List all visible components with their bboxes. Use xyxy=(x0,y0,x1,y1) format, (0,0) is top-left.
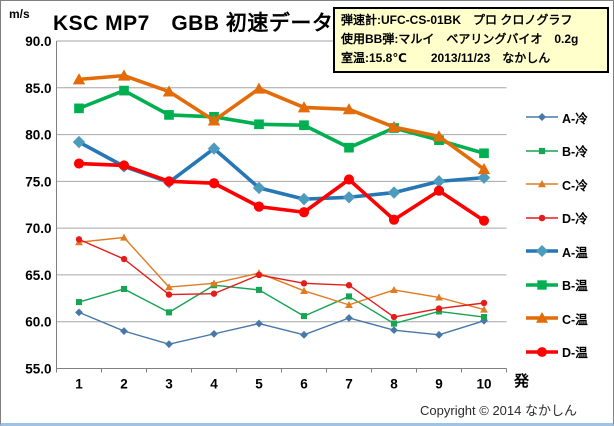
legend-item-D-温: D-温 xyxy=(525,342,613,362)
legend-label: B-温 xyxy=(562,279,588,293)
series-D-温 xyxy=(73,158,490,226)
y-tick-label: 90.0 xyxy=(25,34,51,49)
legend-item-A-冷: A-冷 xyxy=(525,107,613,127)
y-tick-label: 55.0 xyxy=(25,362,51,377)
series-D-冷 xyxy=(75,236,488,321)
y-axis-unit: m/s xyxy=(9,7,30,21)
y-tick-label: 65.0 xyxy=(25,268,51,283)
legend-item-A-温: A-温 xyxy=(525,241,613,261)
y-tick-label: 85.0 xyxy=(25,81,51,96)
legend-marker-diamond-icon xyxy=(526,113,558,121)
x-tick-label: 1 xyxy=(75,377,83,392)
legend-marker-triangle-icon xyxy=(526,180,558,188)
x-tick-label: 8 xyxy=(390,377,398,392)
legend-label: A-温 xyxy=(562,245,588,260)
legend-label: B-冷 xyxy=(562,145,588,159)
legend-marker-circle-icon xyxy=(526,346,558,357)
copyright-text: Copyright © 2014 なかしん xyxy=(420,403,577,418)
x-tick-label: 4 xyxy=(210,377,218,392)
x-tick-label: 5 xyxy=(255,377,263,392)
measurement-info-box: 弾速計:UFC-CS-01BK プロ クロノグラフ 使用BB弾:マルイ ベアリン… xyxy=(333,7,609,73)
legend-marker-square-icon xyxy=(526,147,558,154)
legend-item-C-温: C-温 xyxy=(525,308,613,328)
legend-item-D-冷: D-冷 xyxy=(525,208,613,228)
series-B-冷 xyxy=(75,282,488,327)
series-C-温 xyxy=(72,69,491,175)
legend: A-冷 B-冷 C-冷 D-冷 A-温 B-温 C-温 D-温 xyxy=(525,107,613,362)
series-C-冷 xyxy=(75,233,488,313)
y-tick-label: 70.0 xyxy=(25,221,51,236)
x-tick-label: 7 xyxy=(345,377,353,392)
info-temp-date: 室温:15.8℃ 2013/11/23 なかしん xyxy=(341,51,551,65)
legend-marker-diamond-icon xyxy=(526,245,558,257)
legend-item-B-冷: B-冷 xyxy=(525,141,613,161)
series-A-冷 xyxy=(75,308,488,349)
x-tick-label: 3 xyxy=(165,377,173,392)
y-tick-label: 75.0 xyxy=(25,174,51,189)
x-axis-label: 発 xyxy=(514,373,530,390)
y-tick-label: 80.0 xyxy=(25,128,51,143)
chart-title: KSC MP7 GBB 初速データ xyxy=(53,12,334,35)
legend-item-C-冷: C-冷 xyxy=(525,174,613,194)
legend-label: D-温 xyxy=(562,346,588,360)
legend-item-B-温: B-温 xyxy=(525,275,613,295)
legend-label: C-温 xyxy=(562,312,588,327)
legend-label: C-冷 xyxy=(562,178,588,193)
legend-label: D-冷 xyxy=(562,212,588,226)
info-chronograph: 弾速計:UFC-CS-01BK プロ クロノグラフ xyxy=(341,13,573,27)
legend-label: A-冷 xyxy=(562,111,588,126)
legend-marker-square-icon xyxy=(526,279,558,290)
info-bb-type: 使用BB弾:マルイ ベアリングバイオ 0.2g xyxy=(341,32,579,46)
x-tick-label: 10 xyxy=(476,377,491,392)
x-tick-label: 2 xyxy=(120,377,128,392)
x-tick-label: 9 xyxy=(435,377,443,392)
legend-marker-circle-icon xyxy=(526,214,558,221)
y-tick-label: 60.0 xyxy=(25,315,51,330)
x-tick-label: 6 xyxy=(300,377,308,392)
legend-marker-triangle-icon xyxy=(526,312,558,323)
